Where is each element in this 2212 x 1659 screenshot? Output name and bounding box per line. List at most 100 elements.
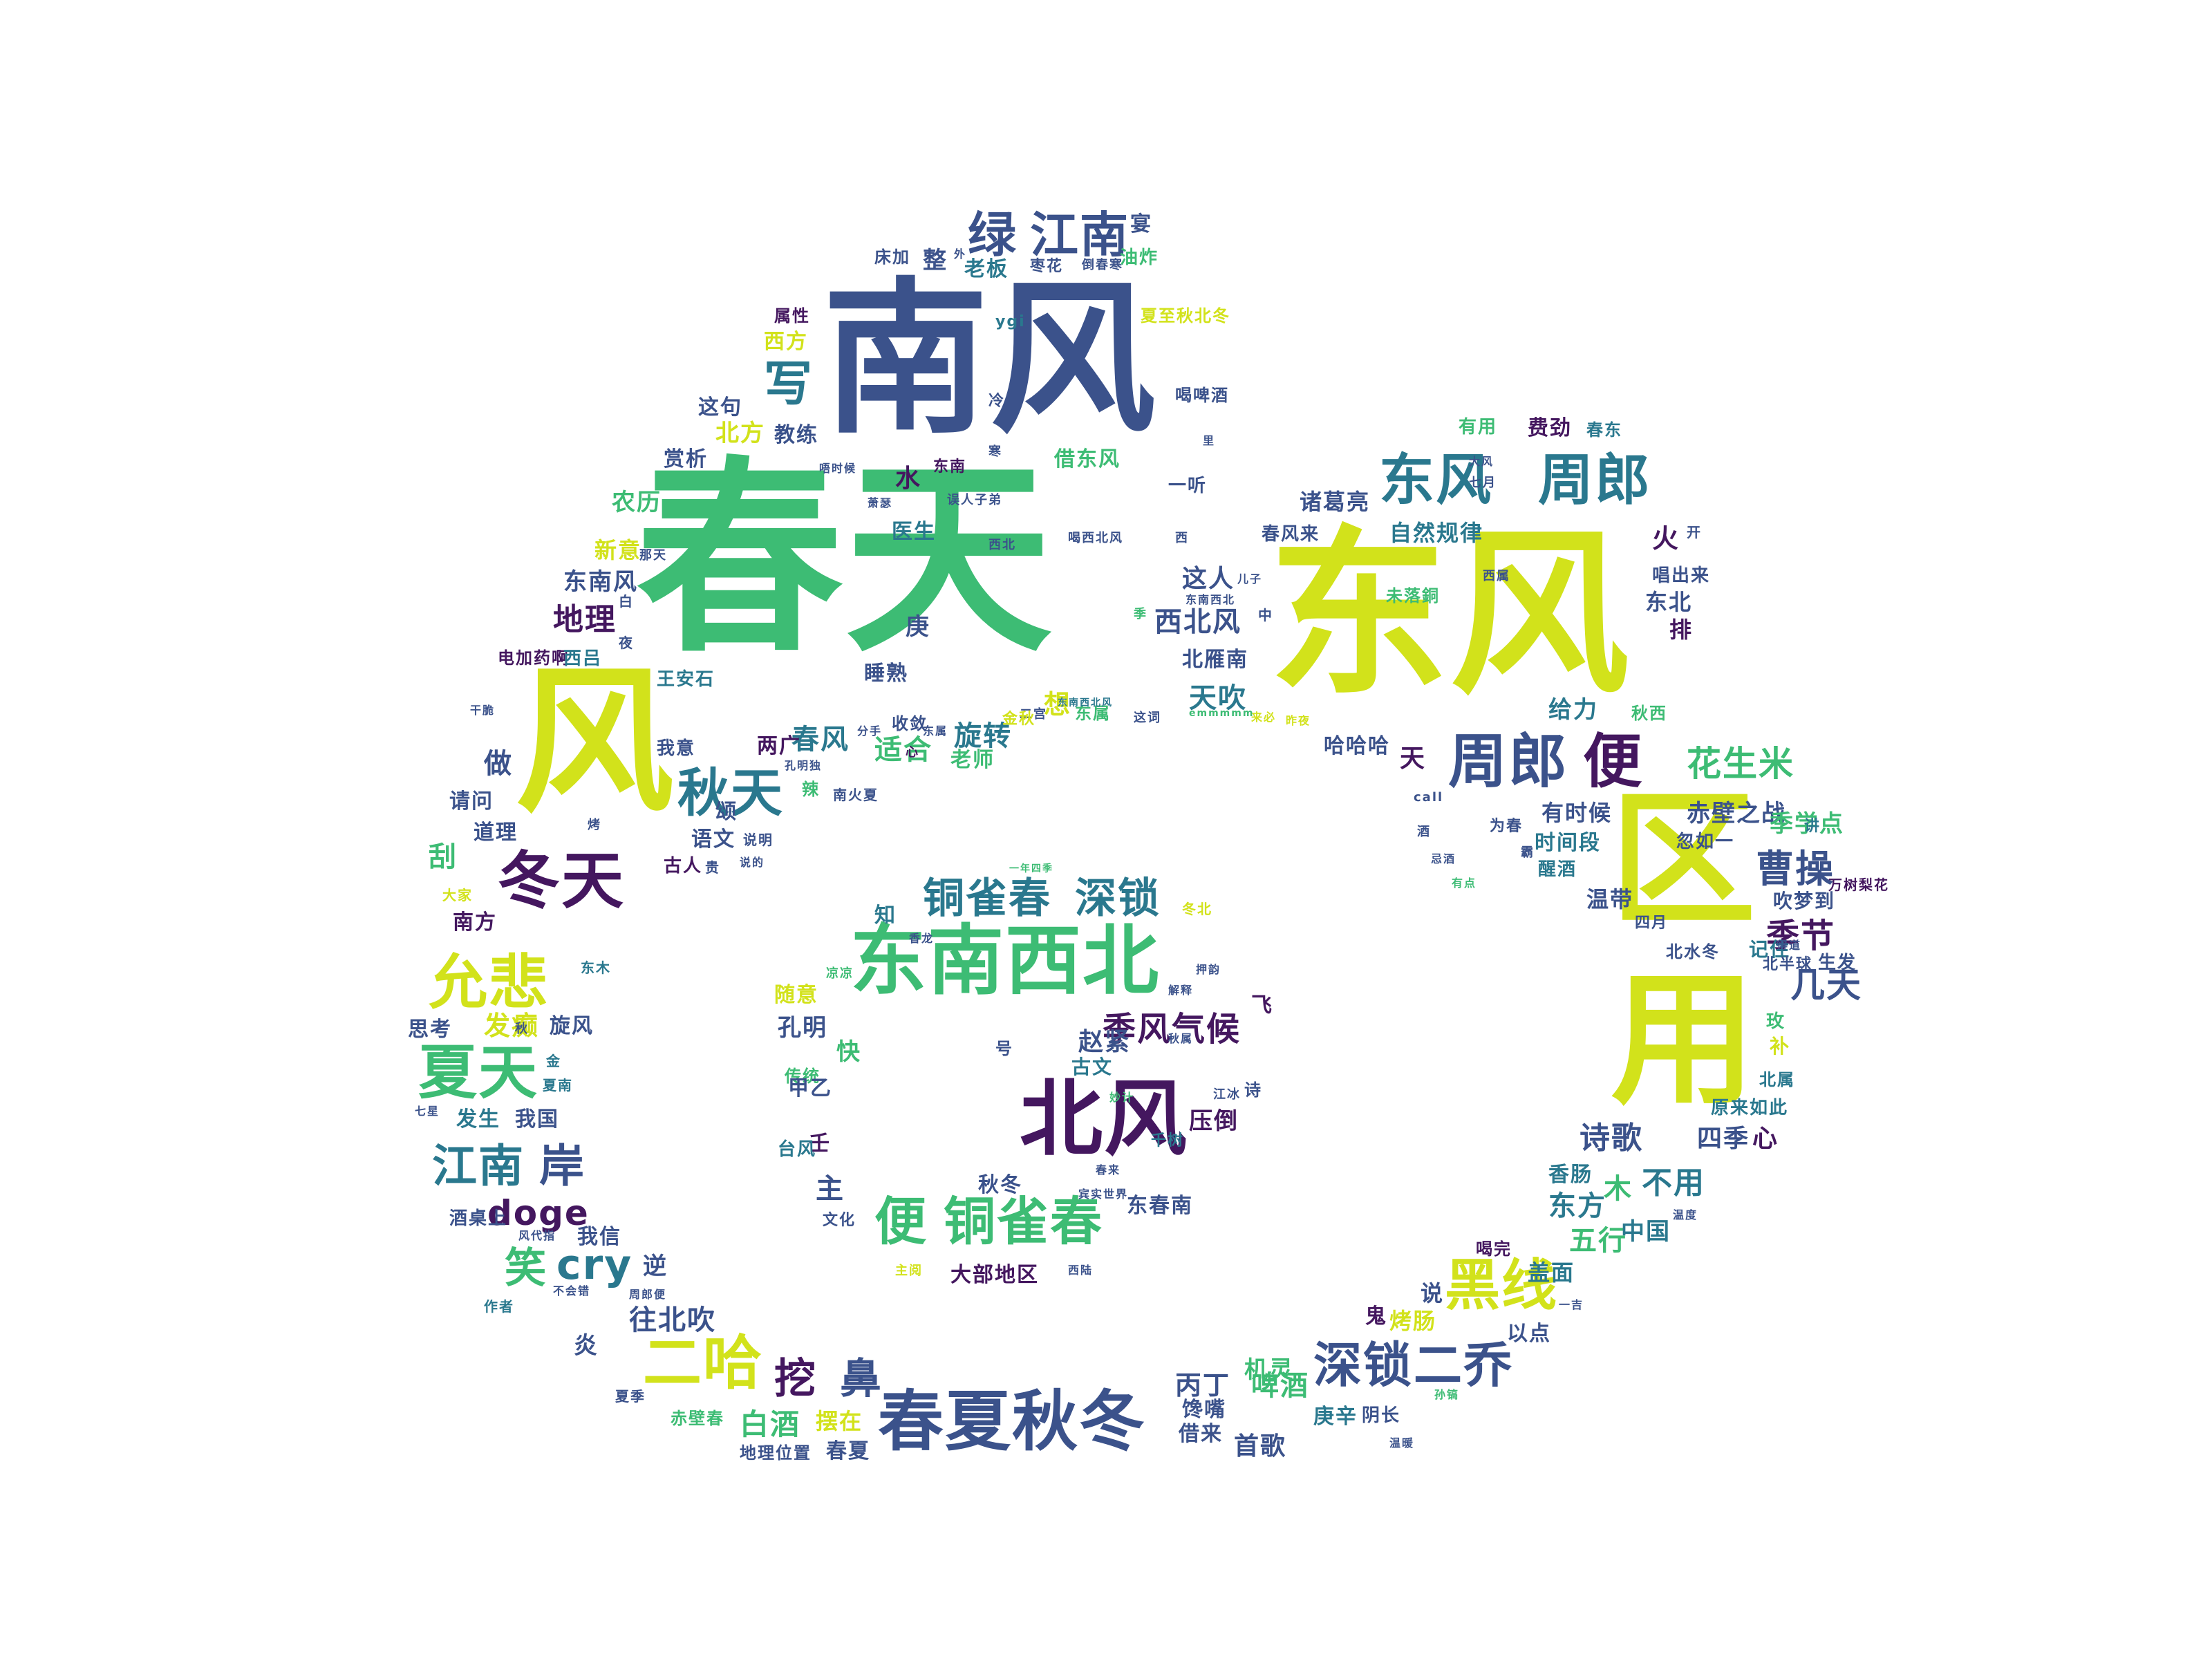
word: 教练 [774,423,818,447]
word: 馋嘴 [1182,1398,1226,1422]
word: 老板 [964,257,1009,281]
word: 丙丁 [1175,1370,1231,1400]
word: 说明 [743,832,774,848]
word: 这人 [1182,565,1235,593]
word: 赤壁之战 [1687,800,1786,827]
word: 王安石 [657,669,715,690]
word: 东南西北 [1185,593,1236,606]
word: 不会错 [553,1284,591,1297]
word: 鼻 [840,1355,883,1403]
word: 大部地区 [950,1263,1039,1287]
word: 北雁南 [1182,648,1248,672]
word: 倒春寒 [1082,258,1123,272]
word: 宾实世界 [1078,1188,1129,1201]
word: 季 [1134,607,1147,621]
word: 刮 [429,841,458,873]
word: 写 [764,355,814,412]
word: call [1414,790,1444,805]
word: 做 [484,748,513,780]
word: 记住 [1749,938,1791,961]
word: 便 [874,1191,928,1252]
word: 便 [1583,728,1644,796]
word: 区 [1611,776,1758,945]
word: 一年四季 [1009,863,1053,874]
word: 啤酒 [1251,1370,1309,1402]
word: 讲 [1804,818,1821,835]
word: 庚 [906,613,930,641]
word: 旋转 [954,720,1012,752]
word: 季学点 [1770,810,1844,838]
word: 白酒 [740,1407,801,1441]
word: 东南 [933,458,967,476]
word: 岸 [539,1141,586,1192]
word: 用 [1611,955,1758,1125]
word: 春风 [791,724,850,756]
word: 诗 [1244,1080,1262,1100]
word: 老师 [950,748,995,772]
word: 摆在 [816,1408,863,1434]
word: 说的 [740,856,765,869]
word: 属性 [774,306,810,326]
word: 道理 [474,821,518,845]
word: 木 [1604,1173,1633,1205]
word: 新意 [594,537,642,563]
word: 温带 [1586,886,1634,912]
word: 一听 [1168,476,1208,496]
word: 以点 [1507,1322,1551,1346]
word: 北方 [715,420,765,447]
word: 那天 [639,548,667,563]
word: 心 [906,745,919,760]
word: 南风 [823,263,1158,456]
word: 干脆 [470,704,496,717]
word: 二哈 [643,1329,764,1398]
word: 原来如此 [1711,1098,1789,1118]
word: 借东风 [1054,447,1121,471]
word: 补 [1770,1035,1791,1058]
word: 北半球 [1763,956,1813,973]
word: 机灵 [1244,1356,1294,1384]
word: 南火夏 [833,787,879,803]
word: 思考 [408,1018,452,1042]
word: 适合 [874,734,932,766]
word: 秋西 [1631,704,1667,723]
word: 香肠 [1548,1163,1593,1187]
word: ygi [995,313,1026,330]
word: 为春 [1490,818,1524,835]
word: 夏天 [418,1039,539,1107]
word: 传统 [785,1067,821,1086]
word: 挖 [774,1355,817,1403]
word: 首歌 [1234,1432,1287,1461]
word: 深锁 [1075,874,1161,923]
word: 霸 [1521,845,1535,860]
word: 发癫 [484,1011,540,1041]
word: 夏至秋北冬 [1141,306,1230,326]
word: 周郎 [1538,448,1651,512]
word: 这词 [1134,711,1161,725]
word: emmmmm [1189,708,1255,719]
word: 笑 [505,1244,547,1293]
word: 酒桌上 [449,1208,508,1229]
word: 烤 [588,818,601,832]
word: 深锁 [1313,1337,1413,1394]
word: 颂 [715,800,738,824]
word: 西北风 [1154,606,1241,638]
word: 季风气候 [1103,1010,1241,1049]
word: 东南西北 [850,917,1160,1005]
word: 金 [546,1053,561,1069]
word: 古人 [664,856,703,877]
word: 文化 [823,1212,856,1229]
word: 知 [874,903,897,928]
word: 西吕 [563,648,603,669]
word: 生发 [1818,953,1857,973]
word: 号 [995,1039,1013,1058]
word: 曹操 [1756,847,1835,891]
word: 风代指 [518,1229,556,1242]
word: 辣 [802,780,820,799]
word: 花生米 [1687,744,1794,784]
word: 有点 [1452,877,1477,890]
word: 玫 [1766,1011,1786,1032]
word: 周郎便 [629,1288,667,1301]
word: 南方 [453,910,497,935]
word: 西方 [764,330,808,354]
